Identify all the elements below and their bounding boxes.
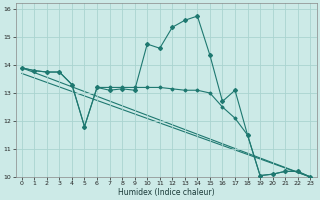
- X-axis label: Humidex (Indice chaleur): Humidex (Indice chaleur): [118, 188, 214, 197]
